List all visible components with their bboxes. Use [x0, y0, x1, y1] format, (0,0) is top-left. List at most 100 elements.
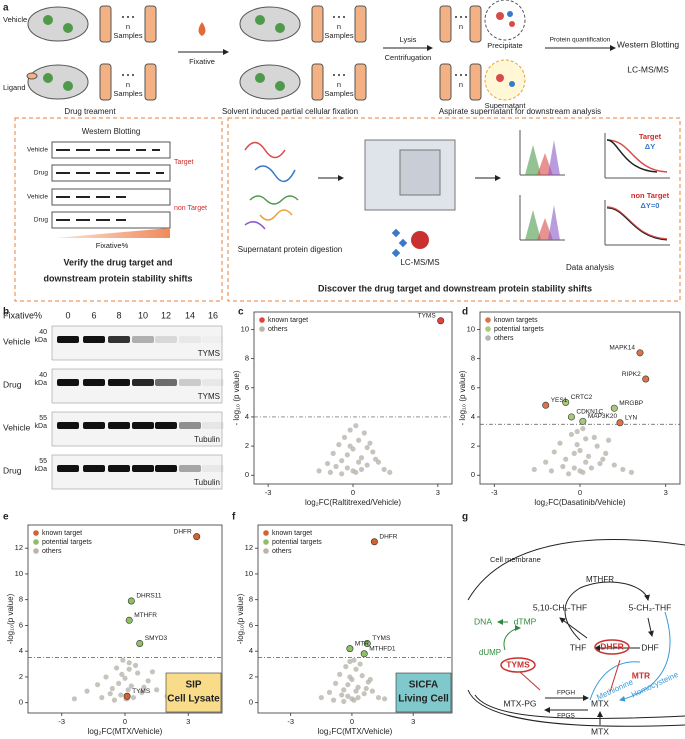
panel-a-text: Target [639, 132, 662, 141]
data-point [154, 687, 160, 693]
method-label: SIP [185, 680, 201, 691]
y-tick-label: 0 [249, 698, 253, 707]
panel-g-text: Cell membrane [490, 555, 541, 564]
legend-label: potential targets [42, 539, 92, 546]
panel-g-text: dUMP [479, 648, 501, 657]
data-point [99, 694, 105, 701]
mw-unit: kDa [35, 466, 48, 473]
y-tick-label: 10 [245, 569, 253, 578]
data-point [551, 449, 557, 455]
legend-swatch [263, 548, 269, 554]
blot-band [57, 465, 79, 472]
data-point [563, 456, 569, 462]
y-tick-label: 6 [471, 383, 475, 392]
data-point [363, 639, 371, 647]
data-point [579, 417, 587, 425]
x-tick-label: 0 [350, 717, 354, 726]
data-point [109, 685, 115, 692]
blot-band [179, 422, 201, 429]
data-point [339, 692, 345, 698]
fixative-label: 6 [91, 310, 96, 320]
panel-a-text: Vehicle [27, 194, 48, 201]
panel-a-text: Western Blotting [617, 39, 679, 49]
data-point [122, 675, 128, 681]
data-point [580, 426, 586, 432]
blot-band [155, 336, 177, 343]
panel-label: b [3, 307, 9, 318]
y-tick-label: 8 [19, 595, 23, 604]
point-label: TYMS [372, 635, 391, 642]
plot-frame [257, 524, 453, 714]
legend-label: others [494, 335, 514, 342]
data-point [119, 671, 125, 677]
panel-a-text: n [126, 22, 130, 31]
panel-a-text: LC-MS/MS [627, 64, 669, 74]
x-axis-label: log₂FC(MTX/Vehicle) [88, 727, 163, 736]
method-label: Living Cell [398, 694, 449, 705]
data-point [113, 665, 120, 671]
data-point [127, 597, 135, 605]
data-point [345, 693, 351, 699]
data-point [107, 691, 113, 697]
data-point [583, 459, 589, 465]
data-point [603, 450, 609, 456]
data-point [94, 682, 101, 688]
point-label: MTR [355, 640, 369, 647]
data-point [347, 674, 353, 680]
data-point [344, 465, 350, 471]
y-tick-label: 10 [241, 324, 249, 333]
panel-g-text: MTX-PG [503, 698, 536, 708]
blot-band [57, 379, 79, 386]
panel-a-text: Fixative% [96, 241, 129, 250]
data-point [574, 442, 580, 448]
panel-g-text: MTX [591, 698, 609, 708]
panel-a-text: non Target [174, 205, 207, 212]
data-point [333, 680, 339, 686]
y-axis-label: -log₁₀(p value) [6, 593, 15, 644]
panel-g-text: FPGS [557, 713, 575, 720]
panel-a-text: Drug [34, 217, 48, 224]
data-point [636, 349, 644, 357]
data-point [339, 471, 345, 477]
legend-swatch [259, 317, 265, 323]
method-label: SICFA [409, 680, 438, 691]
panel-g-text: 5-CH₃-THF [629, 602, 672, 612]
data-point [341, 687, 347, 693]
x-tick-label: 3 [411, 717, 415, 726]
data-point [600, 456, 606, 462]
data-point [126, 666, 132, 672]
panel-a-text: Protein quantification [550, 37, 611, 44]
y-axis-label: -log₁₀(p value) [236, 593, 245, 644]
point-label: TYMS [418, 312, 437, 319]
blot-band [155, 465, 177, 472]
legend-swatch [263, 539, 269, 545]
panel-a-text: Aspirate supernatant for downstream anal… [439, 107, 601, 116]
panel-a-text: Vehicle [27, 147, 48, 154]
panel-g-text: MTR [632, 670, 650, 680]
legend-label: potential targets [494, 326, 544, 333]
data-point [358, 466, 365, 473]
panel-a-text: n [337, 80, 341, 89]
data-point [330, 697, 337, 703]
data-point [577, 468, 583, 474]
legend-swatch [485, 335, 491, 341]
blot-band [132, 422, 154, 429]
legend-label: known target [272, 530, 312, 537]
panel-g-text: MTX [591, 726, 609, 736]
data-point [71, 696, 77, 702]
x-tick-label: -3 [491, 488, 498, 497]
mw-unit: kDa [35, 423, 48, 430]
data-point [346, 645, 354, 653]
data-point [132, 662, 139, 668]
y-tick-label: 2 [19, 672, 23, 681]
fixative-label: 12 [161, 310, 171, 320]
data-point [360, 650, 368, 658]
plot-frame [253, 311, 453, 485]
data-point [339, 458, 345, 464]
data-point [353, 423, 359, 429]
data-point [375, 694, 382, 701]
point-label: RIPK2 [622, 371, 641, 378]
row-label: Vehicle [3, 336, 31, 346]
panel-a-text: Samples [324, 31, 353, 40]
blot-band [132, 336, 154, 343]
